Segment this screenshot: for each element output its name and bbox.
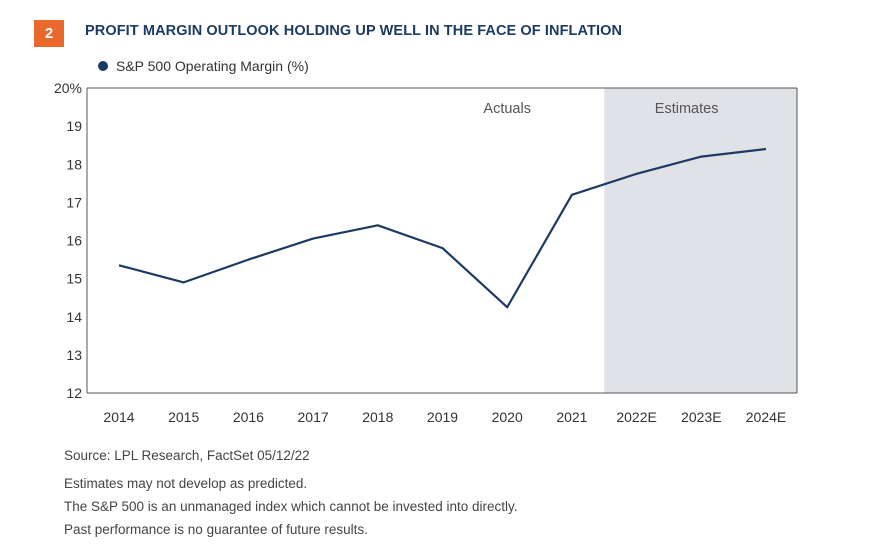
y-tick-label: 16 [66, 233, 82, 249]
x-tick-label: 2014 [103, 409, 134, 425]
y-tick-label: 19 [66, 118, 82, 134]
y-tick-label: 13 [66, 347, 82, 363]
x-tick-label: 2016 [233, 409, 264, 425]
figure-number-badge: 2 [34, 20, 64, 47]
x-tick-label: 2020 [492, 409, 523, 425]
y-tick-label: 12 [66, 385, 82, 401]
legend-label: S&P 500 Operating Margin (%) [116, 58, 309, 74]
legend-marker [98, 61, 108, 71]
estimates-shade [604, 88, 797, 393]
chart-title: PROFIT MARGIN OUTLOOK HOLDING UP WELL IN… [85, 23, 623, 39]
x-tick-label: 2024E [746, 409, 786, 425]
y-tick-label: 17 [66, 194, 82, 210]
x-tick-label: 2019 [427, 409, 458, 425]
disclaimer-estimates: Estimates may not develop as predicted. [64, 476, 308, 491]
margin-series-line [118, 147, 767, 309]
y-tick-label: 14 [66, 309, 82, 325]
x-tick-label: 2021 [556, 409, 587, 425]
source-note: Source: LPL Research, FactSet 05/12/22 [64, 448, 310, 463]
region-label-actuals: Actuals [483, 101, 531, 117]
x-tick-label: 2022E [616, 409, 656, 425]
x-tick-label: 2023E [681, 409, 721, 425]
x-tick-label: 2018 [362, 409, 393, 425]
x-tick-label: 2015 [168, 409, 199, 425]
x-tick-label: 2017 [298, 409, 329, 425]
region-label-estimates: Estimates [655, 101, 719, 117]
y-tick-label: 18 [66, 156, 82, 172]
y-tick-label: 15 [66, 271, 82, 287]
y-tick-label: 20% [54, 80, 82, 96]
disclaimer-performance: Past performance is no guarantee of futu… [64, 522, 368, 537]
legend: S&P 500 Operating Margin (%) [98, 58, 309, 74]
disclaimer-index: The S&P 500 is an unmanaged index which … [64, 499, 518, 514]
